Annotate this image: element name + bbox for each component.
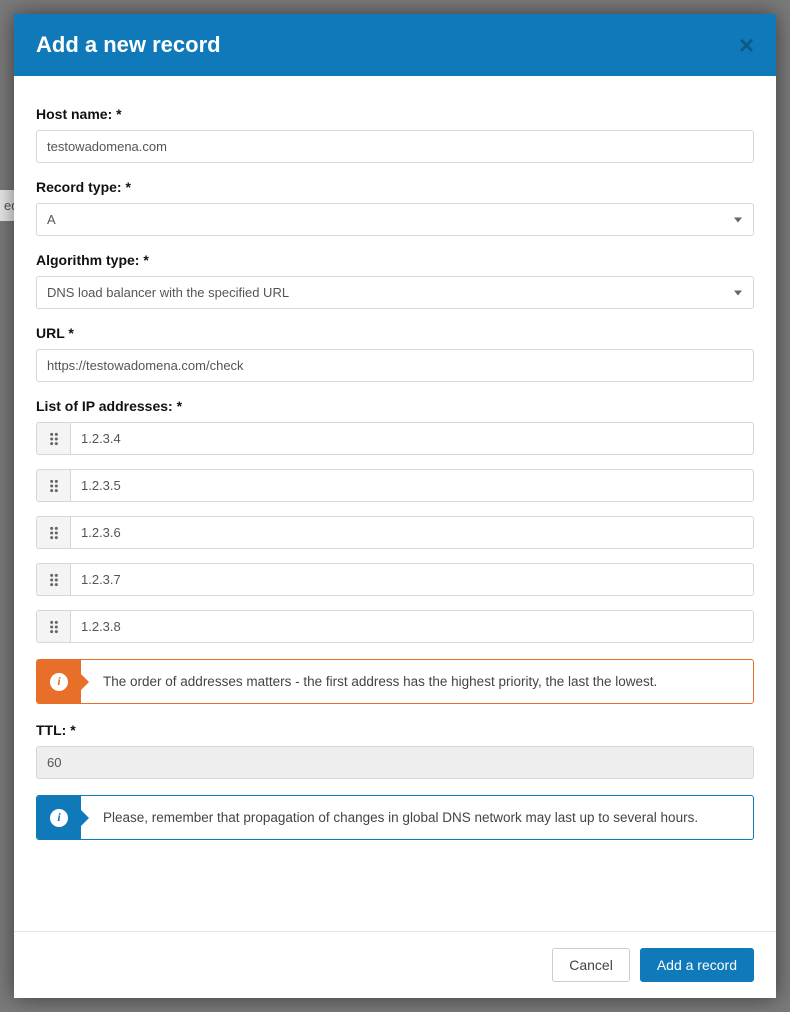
- ip-list-label: List of IP addresses: *: [36, 398, 754, 414]
- ip-list-group: List of IP addresses: *: [36, 398, 754, 643]
- info-icon: i: [37, 660, 81, 703]
- propagation-info-text: Please, remember that propagation of cha…: [81, 796, 753, 839]
- add-record-button[interactable]: Add a record: [640, 948, 754, 982]
- record-type-select[interactable]: A: [36, 203, 754, 236]
- algorithm-type-select[interactable]: DNS load balancer with the specified URL: [36, 276, 754, 309]
- ip-row: [36, 516, 754, 549]
- drag-handle-icon[interactable]: [36, 516, 70, 549]
- modal-footer: Cancel Add a record: [14, 931, 776, 998]
- record-type-label: Record type: *: [36, 179, 754, 195]
- url-label: URL *: [36, 325, 754, 341]
- ip-address-input[interactable]: [70, 610, 754, 643]
- drag-handle-icon[interactable]: [36, 469, 70, 502]
- algorithm-type-select-wrap: DNS load balancer with the specified URL: [36, 276, 754, 309]
- url-input[interactable]: [36, 349, 754, 382]
- ip-address-input[interactable]: [70, 422, 754, 455]
- drag-handle-icon[interactable]: [36, 610, 70, 643]
- host-name-group: Host name: *: [36, 106, 754, 163]
- ttl-label: TTL: *: [36, 722, 754, 738]
- ip-list: [36, 422, 754, 643]
- add-record-modal: Add a new record × Host name: * Record t…: [14, 14, 776, 998]
- modal-title: Add a new record: [36, 32, 221, 58]
- ip-address-input[interactable]: [70, 469, 754, 502]
- modal-header: Add a new record ×: [14, 14, 776, 76]
- order-info-text: The order of addresses matters - the fir…: [81, 660, 753, 703]
- host-name-label: Host name: *: [36, 106, 754, 122]
- host-name-input[interactable]: [36, 130, 754, 163]
- propagation-info-callout: i Please, remember that propagation of c…: [36, 795, 754, 840]
- ttl-input[interactable]: [36, 746, 754, 779]
- cancel-button[interactable]: Cancel: [552, 948, 630, 982]
- ip-address-input[interactable]: [70, 516, 754, 549]
- ip-address-input[interactable]: [70, 563, 754, 596]
- close-icon[interactable]: ×: [739, 32, 754, 58]
- info-icon: i: [37, 796, 81, 839]
- ip-row: [36, 563, 754, 596]
- modal-body: Host name: * Record type: * A Algorithm …: [14, 76, 776, 931]
- algorithm-type-group: Algorithm type: * DNS load balancer with…: [36, 252, 754, 309]
- drag-handle-icon[interactable]: [36, 563, 70, 596]
- order-info-callout: i The order of addresses matters - the f…: [36, 659, 754, 704]
- drag-handle-icon[interactable]: [36, 422, 70, 455]
- record-type-group: Record type: * A: [36, 179, 754, 236]
- url-group: URL *: [36, 325, 754, 382]
- ip-row: [36, 422, 754, 455]
- ttl-group: TTL: *: [36, 722, 754, 779]
- ip-row: [36, 610, 754, 643]
- record-type-select-wrap: A: [36, 203, 754, 236]
- ip-row: [36, 469, 754, 502]
- algorithm-type-label: Algorithm type: *: [36, 252, 754, 268]
